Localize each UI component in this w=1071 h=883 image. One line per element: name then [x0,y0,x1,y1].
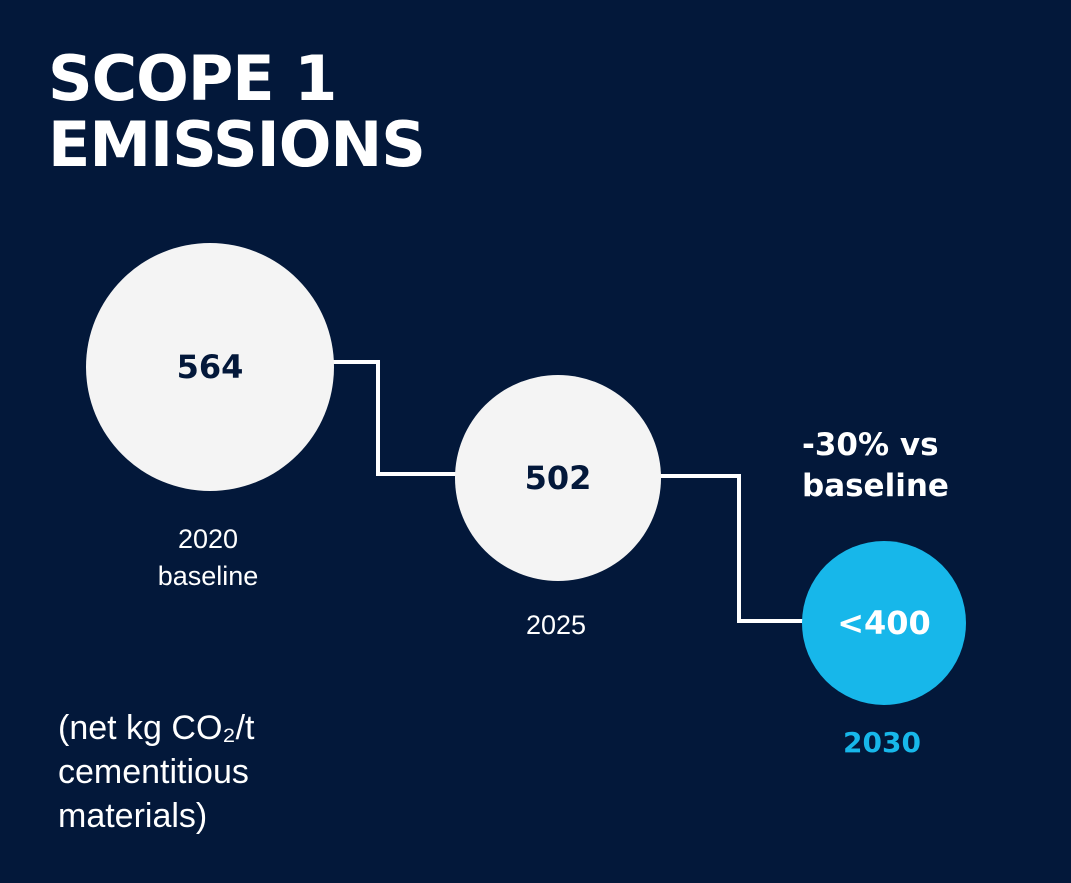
chart-title: SCOPE 1 EMISSIONS [48,42,426,181]
bubble-2025 [455,375,661,581]
connector-line-2 [660,474,806,623]
reduction-annotation: -30% vs baseline [802,427,949,504]
bubble-2020 [86,243,334,491]
title-line-2: EMISSIONS [48,108,426,181]
year-label-2020-line-1: 2020 [178,524,238,554]
year-label-2030-line-1: 2030 [843,726,921,759]
emission-bubbles: 564 502 <400 [86,243,966,705]
annotation-line-1: -30% vs [802,427,939,463]
unit-note-line-3: materials) [58,797,208,835]
title-line-1: SCOPE 1 [48,42,337,115]
value-label-2025: 502 [525,459,592,497]
unit-note-line-2: cementitious [58,753,249,791]
year-label-2020-line-2: baseline [158,561,259,591]
bubble-2030 [802,541,966,705]
unit-note-line-1: (net kg CO₂/t [58,709,255,747]
value-label-2020: 564 [177,348,244,386]
connector-lines [298,360,806,623]
annotation-line-2: baseline [802,468,949,504]
year-labels: 2020 baseline 2025 2030 [158,524,921,759]
connector-line-1 [298,360,460,476]
value-label-2030: <400 [837,604,931,642]
year-label-2025-line-1: 2025 [526,610,586,640]
unit-note: (net kg CO₂/t cementitious materials) [58,706,378,838]
